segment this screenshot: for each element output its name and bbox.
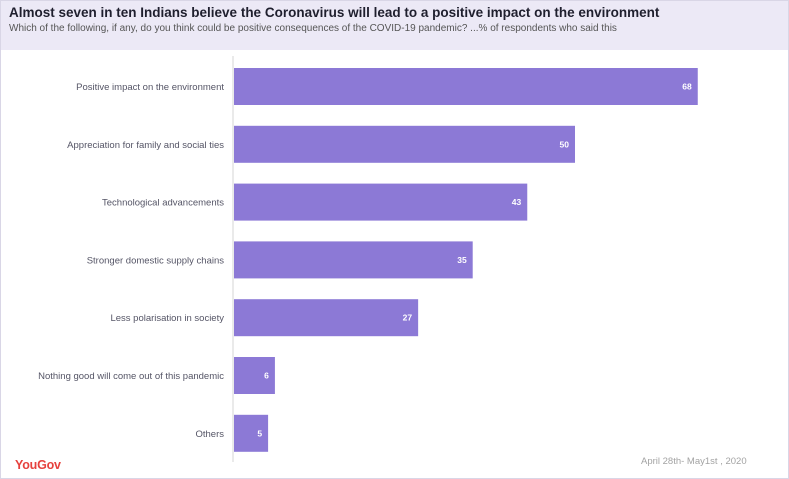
chart-subtitle: Which of the following, if any, do you t… <box>9 23 617 34</box>
yougov-logo: YouGov <box>15 458 61 472</box>
chart-header: Almost seven in ten Indians believe the … <box>1 1 788 50</box>
bar-positive-impact-on-the-environment <box>234 68 698 105</box>
bar-appreciation-for-family-and-social-ties <box>234 125 575 163</box>
category-label: Less polarisation in society <box>110 313 224 324</box>
value-label: 6 <box>264 371 269 381</box>
category-label: Appreciation for family and social ties <box>67 140 224 151</box>
category-label: Nothing good will come out of this pande… <box>38 371 224 382</box>
survey-date: April 28th- May1st , 2020 <box>641 456 747 467</box>
bar-others <box>234 414 269 452</box>
bar-stronger-domestic-supply-chains <box>234 241 473 279</box>
value-label: 27 <box>403 313 413 323</box>
category-label: Technological advancements <box>102 198 224 209</box>
value-label: 68 <box>682 82 692 92</box>
bar-less-polarisation-in-society <box>234 299 419 337</box>
value-label: 35 <box>457 255 467 265</box>
category-label: Positive impact on the environment <box>76 82 224 93</box>
bar-nothing-good-will-come-out-of-this-pandemic <box>234 357 275 394</box>
category-label: Stronger domestic supply chains <box>87 255 225 266</box>
category-label: Others <box>195 429 224 440</box>
bar-technological-advancements <box>234 183 528 221</box>
value-label: 50 <box>560 139 570 149</box>
value-label: 5 <box>257 428 262 438</box>
chart-title: Almost seven in ten Indians believe the … <box>9 5 660 20</box>
value-label: 43 <box>512 197 522 207</box>
